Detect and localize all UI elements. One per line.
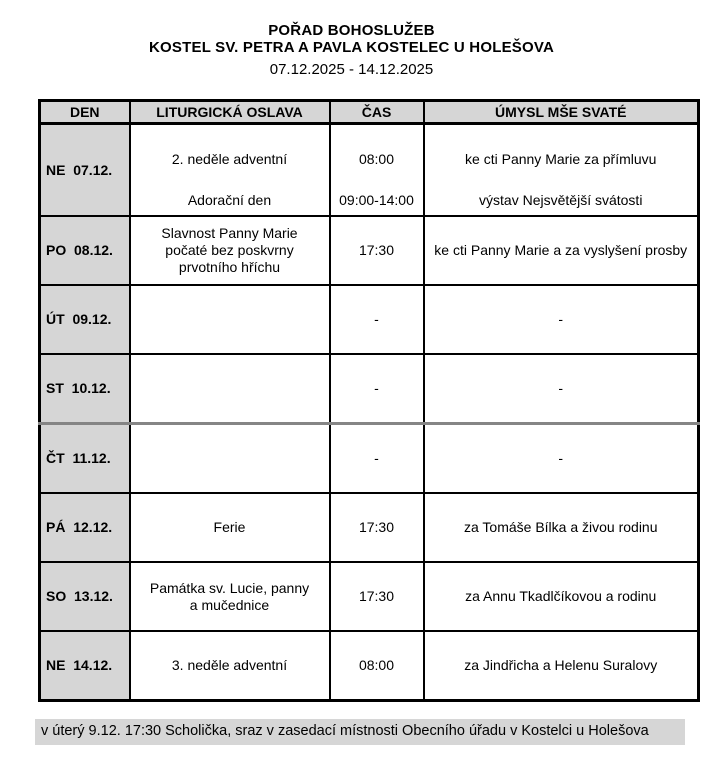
celebration-cell: Památka sv. Lucie, panny a mučednice <box>128 561 331 632</box>
document-header: POŘAD BOHOSLUŽEB KOSTEL SV. PETRA A PAVL… <box>0 0 703 78</box>
intention-cell: za Annu Tkadlčíkovou a rodinu <box>422 561 700 632</box>
table-row: PÁ 12.12. Ferie 17:30 za Tomáše Bílka a … <box>38 492 700 563</box>
intention-cell: za Jindřicha a Helenu Suralovy <box>422 630 700 702</box>
table-row: ČT 11.12. - - <box>38 422 700 494</box>
col-header-den: DEN <box>38 99 131 125</box>
intention-cell: - <box>422 284 700 355</box>
intention-cell: - <box>422 422 700 494</box>
time-cell: 17:30 <box>328 561 425 632</box>
celebration-entry: 2. neděle adventní <box>171 151 288 167</box>
time-cell: 17:30 <box>328 492 425 563</box>
col-header-cas: ČAS <box>328 99 425 125</box>
intention-cell: - <box>422 353 700 425</box>
time-cell: 08:00 <box>328 630 425 702</box>
celebration-cell: Slavnost Panny Marie počaté bez poskvrny… <box>128 215 331 286</box>
doc-title: POŘAD BOHOSLUŽEB <box>268 22 435 39</box>
table-row: ST 10.12. - - <box>38 353 700 425</box>
celebration-cell <box>128 284 331 355</box>
doc-subtitle: KOSTEL SV. PETRA A PAVLA KOSTELEC U HOLE… <box>149 39 554 56</box>
intention-entry: výstav Nejsvětější svátosti <box>479 192 643 208</box>
table-row: NE 14.12. 3. neděle adventní 08:00 za Ji… <box>38 630 700 702</box>
time-cell: 17:30 <box>328 215 425 286</box>
table-row: ÚT 09.12. - - <box>38 284 700 355</box>
day-cell: ÚT 09.12. <box>38 284 131 355</box>
time-cell: - <box>328 284 425 355</box>
time-entry: 08:00 <box>358 151 395 167</box>
day-cell: PÁ 12.12. <box>38 492 131 563</box>
celebration-cell: 2. neděle adventní Adorační den <box>128 122 331 217</box>
day-cell: NE 14.12. <box>38 630 131 702</box>
celebration-cell: Ferie <box>128 492 331 563</box>
col-header-umysl: ÚMYSL MŠE SVATÉ <box>422 99 700 125</box>
celebration-cell: 3. neděle adventní <box>128 630 331 702</box>
celebration-entry: Adorační den <box>187 192 272 208</box>
celebration-cell <box>128 422 331 494</box>
col-header-liturgicka-oslava: LITURGICKÁ OSLAVA <box>128 99 331 125</box>
day-cell: NE 07.12. <box>38 122 131 217</box>
day-cell: SO 13.12. <box>38 561 131 632</box>
schedule-table: DEN LITURGICKÁ OSLAVA ČAS ÚMYSL MŠE SVAT… <box>38 99 700 702</box>
time-cell: - <box>328 353 425 425</box>
time-cell: 08:00 09:00-14:00 <box>328 122 425 217</box>
day-cell: ČT 11.12. <box>38 422 131 494</box>
table-row: PO 08.12. Slavnost Panny Marie počaté be… <box>38 215 700 286</box>
intention-cell: za Tomáše Bílka a živou rodinu <box>422 492 700 563</box>
day-cell: ST 10.12. <box>38 353 131 425</box>
intention-entry: ke cti Panny Marie za přímluvu <box>465 151 657 167</box>
doc-date-range: 07.12.2025 - 14.12.2025 <box>269 61 434 78</box>
table-header-row: DEN LITURGICKÁ OSLAVA ČAS ÚMYSL MŠE SVAT… <box>38 99 700 125</box>
table-row: SO 13.12. Památka sv. Lucie, panny a muč… <box>38 561 700 632</box>
intention-cell: ke cti Panny Marie za přímluvu výstav Ne… <box>422 122 700 217</box>
celebration-cell <box>128 353 331 425</box>
day-cell: PO 08.12. <box>38 215 131 286</box>
time-cell: - <box>328 422 425 494</box>
table-row: NE 07.12. 2. neděle adventní Adorační de… <box>38 122 700 217</box>
intention-cell: ke cti Panny Marie a za vyslyšení prosby <box>422 215 700 286</box>
time-entry: 09:00-14:00 <box>339 192 414 208</box>
footer-note: v úterý 9.12. 17:30 Scholička, sraz v za… <box>35 719 685 745</box>
